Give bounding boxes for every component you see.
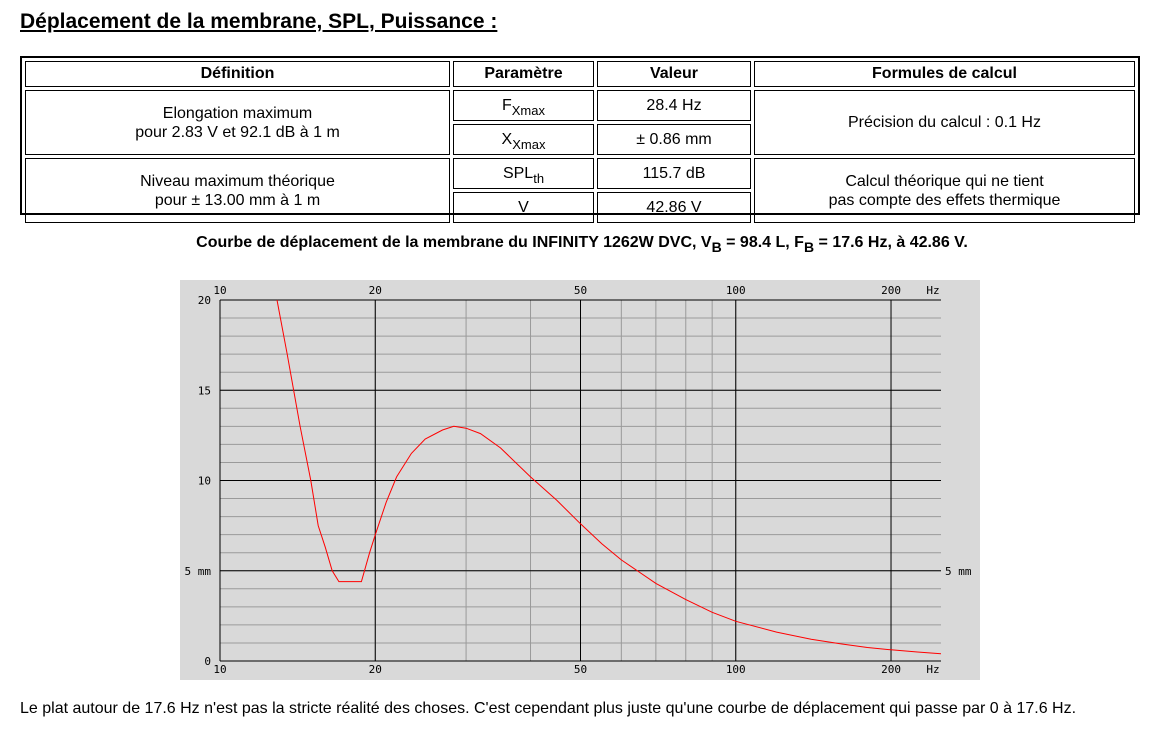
table-row: Elongation maximum pour 2.83 V et 92.1 d…	[25, 90, 1135, 155]
x-tick-label: 50	[574, 663, 587, 676]
value-v: 42.86 V	[597, 192, 751, 223]
param-fxmax: FXmax	[453, 90, 594, 121]
elongation-definition-cell: Elongation maximum pour 2.83 V et 92.1 d…	[25, 90, 450, 155]
specs-table-frame: Définition Paramètre Valeur Formules de …	[20, 56, 1140, 223]
chart-major-grid	[219, 299, 941, 662]
x-tick-label: 100	[726, 284, 746, 297]
param-splth-main: SPL	[502, 165, 534, 182]
x-tick-label: 50	[574, 284, 587, 297]
chart-title-part2: = 98.4 L, F	[721, 234, 804, 251]
value-fxmax: 28.4 Hz	[597, 90, 751, 121]
y-tick-label: 0	[204, 655, 211, 668]
y-tick-label: 20	[198, 294, 211, 307]
niveau-definition-cell: Niveau maximum théorique pour ± 13.00 mm…	[25, 158, 450, 223]
table-header-row: Définition Paramètre Valeur Formules de …	[25, 61, 1135, 87]
chart-title-part1: Courbe de déplacement de la membrane du …	[196, 234, 712, 251]
chart-title-part3: = 17.6 Hz, à 42.86 V.	[814, 234, 968, 251]
x-tick-label: 200	[881, 663, 901, 676]
niveau-formula-line1: Calcul théorique qui ne tient	[845, 172, 1044, 190]
table-row: V 42.86 V	[25, 192, 1135, 223]
header-definition: Définition	[25, 61, 450, 87]
y-tick-label: 5 mm	[185, 565, 212, 578]
chart-title-sub2: B	[803, 239, 815, 255]
param-fxmax-main: F	[501, 97, 512, 114]
value-xxmax: ± 0.86 mm	[597, 124, 751, 155]
elongation-formula-cell: Précision du calcul : 0.1 Hz	[754, 90, 1135, 155]
x-tick-label: 10	[213, 284, 226, 297]
value-splth: 115.7 dB	[597, 158, 751, 189]
chart-title: Courbe de déplacement de la membrane du …	[0, 234, 1164, 255]
x-unit-label: Hz	[926, 663, 939, 676]
y-tick-label: 10	[198, 475, 211, 488]
displacement-curve	[276, 299, 942, 655]
x-tick-label: 20	[369, 663, 382, 676]
niveau-def-line2: pour ± 13.00 mm à 1 m	[154, 191, 321, 209]
y-tick-label: 15	[198, 384, 211, 397]
param-xxmax: XXmax	[453, 124, 594, 155]
param-v: V	[453, 192, 594, 223]
x-tick-label: 200	[881, 284, 901, 297]
param-splth-sub: th	[533, 171, 545, 186]
param-xxmax-main: X	[501, 131, 513, 148]
x-tick-label: 100	[726, 663, 746, 676]
header-valeur: Valeur	[597, 61, 751, 87]
specs-table: Définition Paramètre Valeur Formules de …	[22, 58, 1138, 226]
niveau-formula-line2: pas compte des effets thermique	[828, 191, 1061, 209]
y-right-label: 5 mm	[945, 565, 972, 578]
header-parametre: Paramètre	[453, 61, 594, 87]
header-formules: Formules de calcul	[754, 61, 1135, 87]
x-tick-label: 10	[213, 663, 226, 676]
table-row: Niveau maximum théorique pour ± 13.00 mm…	[25, 158, 1135, 223]
param-splth: SPLth	[453, 158, 594, 189]
param-fxmax-sub: Xmax	[511, 103, 545, 118]
elongation-def-line1: Elongation maximum	[162, 104, 313, 122]
chart-title-sub1: B	[711, 239, 722, 255]
footnote: Le plat autour de 17.6 Hz n'est pas la s…	[20, 700, 1077, 717]
x-tick-label: 20	[369, 284, 382, 297]
chart-series	[276, 299, 942, 655]
table-row: XXmax ± 0.86 mm	[25, 124, 1135, 155]
niveau-def-line1: Niveau maximum théorique	[140, 172, 335, 190]
page-heading: Déplacement de la membrane, SPL, Puissan…	[20, 10, 498, 33]
niveau-formula-cell: Calcul théorique qui ne tient pas compte…	[754, 158, 1135, 223]
param-xxmax-sub: Xmax	[512, 137, 546, 152]
x-unit-label: Hz	[926, 284, 939, 297]
elongation-def-line2: pour 2.83 V et 92.1 dB à 1 m	[135, 123, 340, 141]
